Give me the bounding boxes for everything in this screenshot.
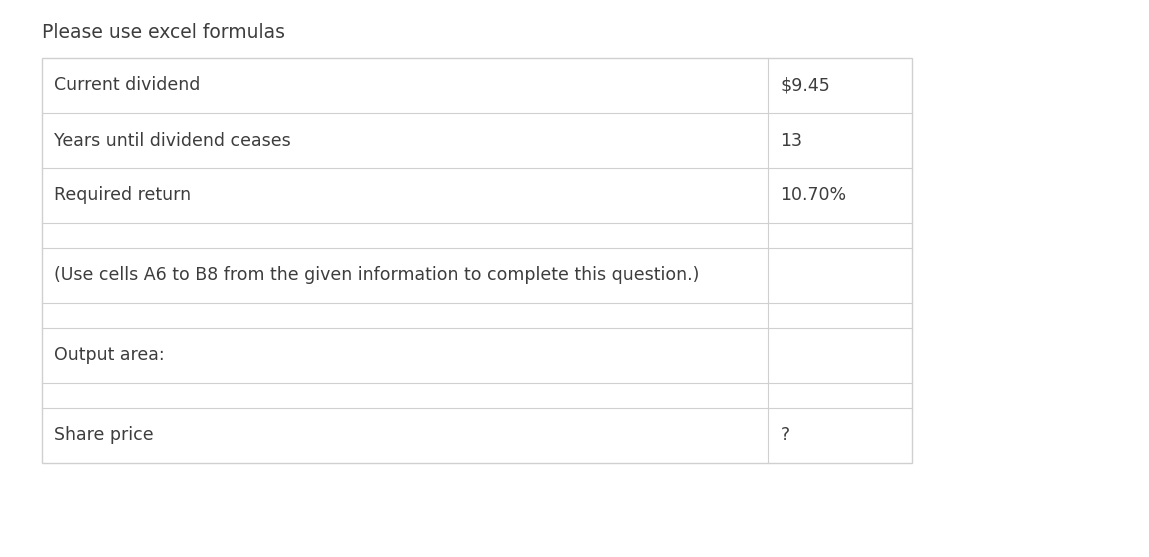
Text: Please use excel formulas: Please use excel formulas [43, 22, 285, 42]
Text: Required return: Required return [54, 187, 191, 204]
Text: 10.70%: 10.70% [780, 187, 847, 204]
Text: Output area:: Output area: [54, 346, 164, 364]
Text: $9.45: $9.45 [780, 76, 831, 95]
Text: ?: ? [780, 427, 789, 444]
Text: Share price: Share price [54, 427, 154, 444]
Text: (Use cells A6 to B8 from the given information to complete this question.): (Use cells A6 to B8 from the given infor… [54, 266, 700, 285]
Text: Years until dividend ceases: Years until dividend ceases [54, 131, 291, 149]
Text: Current dividend: Current dividend [54, 76, 200, 95]
Bar [43, 58, 912, 463]
Text: 13: 13 [780, 131, 802, 149]
